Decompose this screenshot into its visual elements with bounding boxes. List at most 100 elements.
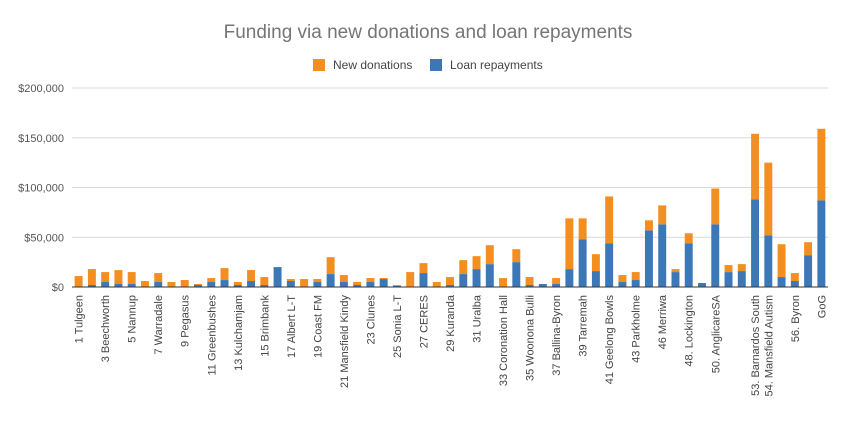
- bar-new-donations: [353, 282, 362, 286]
- y-tick-label: $50,000: [24, 232, 64, 244]
- bar-loan-repayments: [737, 271, 746, 287]
- bar-new-donations: [552, 278, 561, 285]
- bar-loan-repayments: [817, 200, 826, 287]
- bar-loan-repayments: [194, 285, 202, 287]
- x-tick-label: 50. AnglicareSA: [710, 294, 722, 373]
- x-tick-label: 13 Kulchamjam: [233, 295, 245, 371]
- x-tick-label: 15 Brimbank: [259, 295, 271, 357]
- bar-new-donations: [326, 257, 335, 275]
- x-tick-label: 35 Woonona Bulli: [525, 295, 537, 381]
- legend-label-new-donations: New donations: [333, 58, 412, 72]
- bar-loan-repayments: [286, 281, 295, 287]
- bar-new-donations: [154, 273, 163, 283]
- x-tick-label: 11 Greenbushes: [206, 295, 218, 376]
- x-tick-label: 39 Tarremah: [578, 295, 590, 357]
- x-axis-tick-labels: 1 Tulgeen 3 Beechworth 5 Nannup 7 Warradale…: [74, 294, 829, 396]
- bar-loan-repayments: [87, 285, 96, 287]
- y-tick-label: $150,000: [18, 133, 64, 145]
- bar-new-donations: [817, 128, 826, 201]
- bar-loan-repayments: [101, 282, 110, 287]
- bar-new-donations: [366, 278, 375, 283]
- bar-loan-repayments: [220, 280, 229, 287]
- x-tick-label: 25 Sonia L-T: [392, 295, 404, 358]
- bar-loan-repayments: [764, 235, 773, 287]
- bar-new-donations: [764, 162, 773, 236]
- bar-loan-repayments: [538, 284, 547, 287]
- bar-new-donations: [525, 277, 534, 286]
- chart-title: Funding via new donations and loan repay…: [224, 22, 633, 43]
- bars: [74, 128, 826, 287]
- bar-new-donations: [87, 269, 96, 286]
- x-tick-label: 43 Parkholme: [631, 295, 643, 363]
- bar-new-donations: [313, 279, 322, 283]
- legend-label-loan-repayments: Loan repayments: [450, 58, 543, 72]
- x-tick-label: 3 Beechworth: [100, 295, 112, 362]
- bar-loan-repayments: [618, 282, 627, 287]
- bar-new-donations: [459, 260, 468, 275]
- bar-new-donations: [127, 272, 136, 285]
- x-tick-label: 37 Ballina-Byron: [551, 295, 563, 376]
- bar-loan-repayments: [578, 239, 587, 287]
- bar-new-donations: [644, 220, 653, 231]
- bar-new-donations: [671, 269, 680, 273]
- bar-new-donations: [220, 268, 229, 281]
- bar-loan-repayments: [326, 274, 335, 287]
- bar-new-donations: [379, 278, 388, 280]
- bar-new-donations: [605, 196, 614, 244]
- bar-loan-repayments: [247, 281, 256, 287]
- bar-new-donations: [446, 277, 454, 286]
- bar-loan-repayments: [658, 224, 667, 287]
- bar-loan-repayments: [207, 282, 216, 287]
- bar-loan-repayments: [339, 282, 348, 287]
- bar-new-donations: [339, 275, 348, 283]
- bar-loan-repayments: [671, 272, 680, 287]
- bar-new-donations: [74, 276, 83, 287]
- x-tick-label: 54. Mansfield Autism: [763, 295, 775, 397]
- bar-loan-repayments: [777, 277, 786, 287]
- x-tick-label: 9 Pegasus: [180, 295, 192, 347]
- bar-loan-repayments: [790, 281, 799, 287]
- bar-new-donations: [804, 242, 813, 256]
- bar-new-donations: [233, 282, 242, 286]
- bar-loan-repayments: [260, 285, 269, 287]
- x-tick-label: 1 Tulgeen: [74, 295, 86, 343]
- bar-new-donations: [777, 244, 786, 278]
- y-tick-label: $0: [52, 282, 64, 294]
- bar-loan-repayments: [366, 282, 375, 287]
- bar-new-donations: [724, 265, 733, 273]
- bar-loan-repayments: [591, 271, 600, 287]
- bar-new-donations: [406, 272, 415, 287]
- bar-new-donations: [392, 285, 401, 287]
- bar-loan-repayments: [485, 264, 494, 287]
- x-tick-label: 23 Clunes: [365, 295, 377, 345]
- bar-loan-repayments: [751, 199, 760, 287]
- bar-loan-repayments: [804, 255, 813, 287]
- x-tick-label: GoG: [816, 295, 828, 318]
- bar-loan-repayments: [114, 284, 123, 287]
- bar-new-donations: [565, 218, 574, 270]
- bar-new-donations: [300, 279, 309, 287]
- bar-loan-repayments: [605, 243, 614, 287]
- x-tick-label: 5 Nannup: [127, 295, 139, 343]
- bar-new-donations: [591, 254, 600, 272]
- bar-loan-repayments: [419, 273, 428, 287]
- x-tick-label: 27 CERES: [418, 295, 430, 348]
- x-tick-label: 41 Geelong Bowls: [604, 295, 616, 385]
- bar-new-donations: [286, 279, 295, 282]
- bar-loan-repayments: [552, 284, 561, 287]
- y-tick-label: $100,000: [18, 183, 64, 195]
- bar-loan-repayments: [698, 283, 706, 287]
- bar-new-donations: [658, 205, 667, 225]
- gridlines: [72, 87, 828, 238]
- bar-new-donations: [711, 188, 720, 225]
- bar-new-donations: [207, 278, 216, 283]
- bar-new-donations: [114, 270, 123, 285]
- x-tick-label: 48. Lockington: [684, 295, 696, 367]
- bar-loan-repayments: [379, 279, 388, 287]
- bar-new-donations: [578, 218, 587, 240]
- x-tick-label: 31 Uralba: [472, 294, 484, 343]
- bar-loan-repayments: [565, 269, 574, 287]
- x-tick-label: 53. Barnardos South: [750, 295, 762, 396]
- x-tick-label: 19 Coast FM: [312, 295, 324, 358]
